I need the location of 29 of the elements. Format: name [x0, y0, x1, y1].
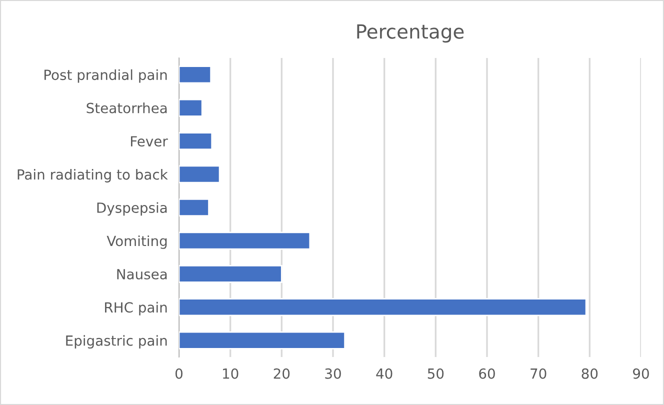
bar: [179, 198, 210, 216]
x-tick-label: 50: [428, 368, 444, 379]
y-tick-label: Nausea: [117, 269, 167, 280]
y-tick-label: Steatorrhea: [86, 102, 167, 114]
bar: [179, 298, 587, 316]
x-tick-label: 20: [274, 368, 290, 379]
bar: [179, 98, 203, 117]
x-tick-label: 30: [325, 368, 341, 379]
bar: [179, 165, 220, 184]
y-tick-label: RHC pain: [105, 302, 167, 316]
x-tick-label: 0: [175, 368, 182, 379]
x-tick-label: 90: [633, 368, 649, 379]
bar: [179, 232, 311, 250]
x-tick-label: 80: [582, 368, 598, 379]
bar: [179, 264, 282, 283]
bar: [179, 132, 213, 150]
y-tick-label: Dyspepsia: [97, 202, 167, 216]
y-tick-label: Post prandial pain: [44, 69, 167, 83]
bar: [179, 66, 212, 84]
y-tick-label: Epigastric pain: [66, 335, 167, 349]
y-tick-label: Fever: [131, 136, 168, 147]
y-tick-label: Vomiting: [106, 235, 167, 249]
y-tick-label: Pain radiating to back: [18, 169, 168, 182]
chart-title: Percentage: [357, 24, 464, 43]
x-tick-label: 70: [530, 368, 546, 379]
bar: [179, 331, 346, 350]
x-tick-label: 40: [376, 368, 392, 379]
x-tick-label: 10: [223, 368, 238, 379]
x-tick-label: 60: [479, 368, 495, 379]
